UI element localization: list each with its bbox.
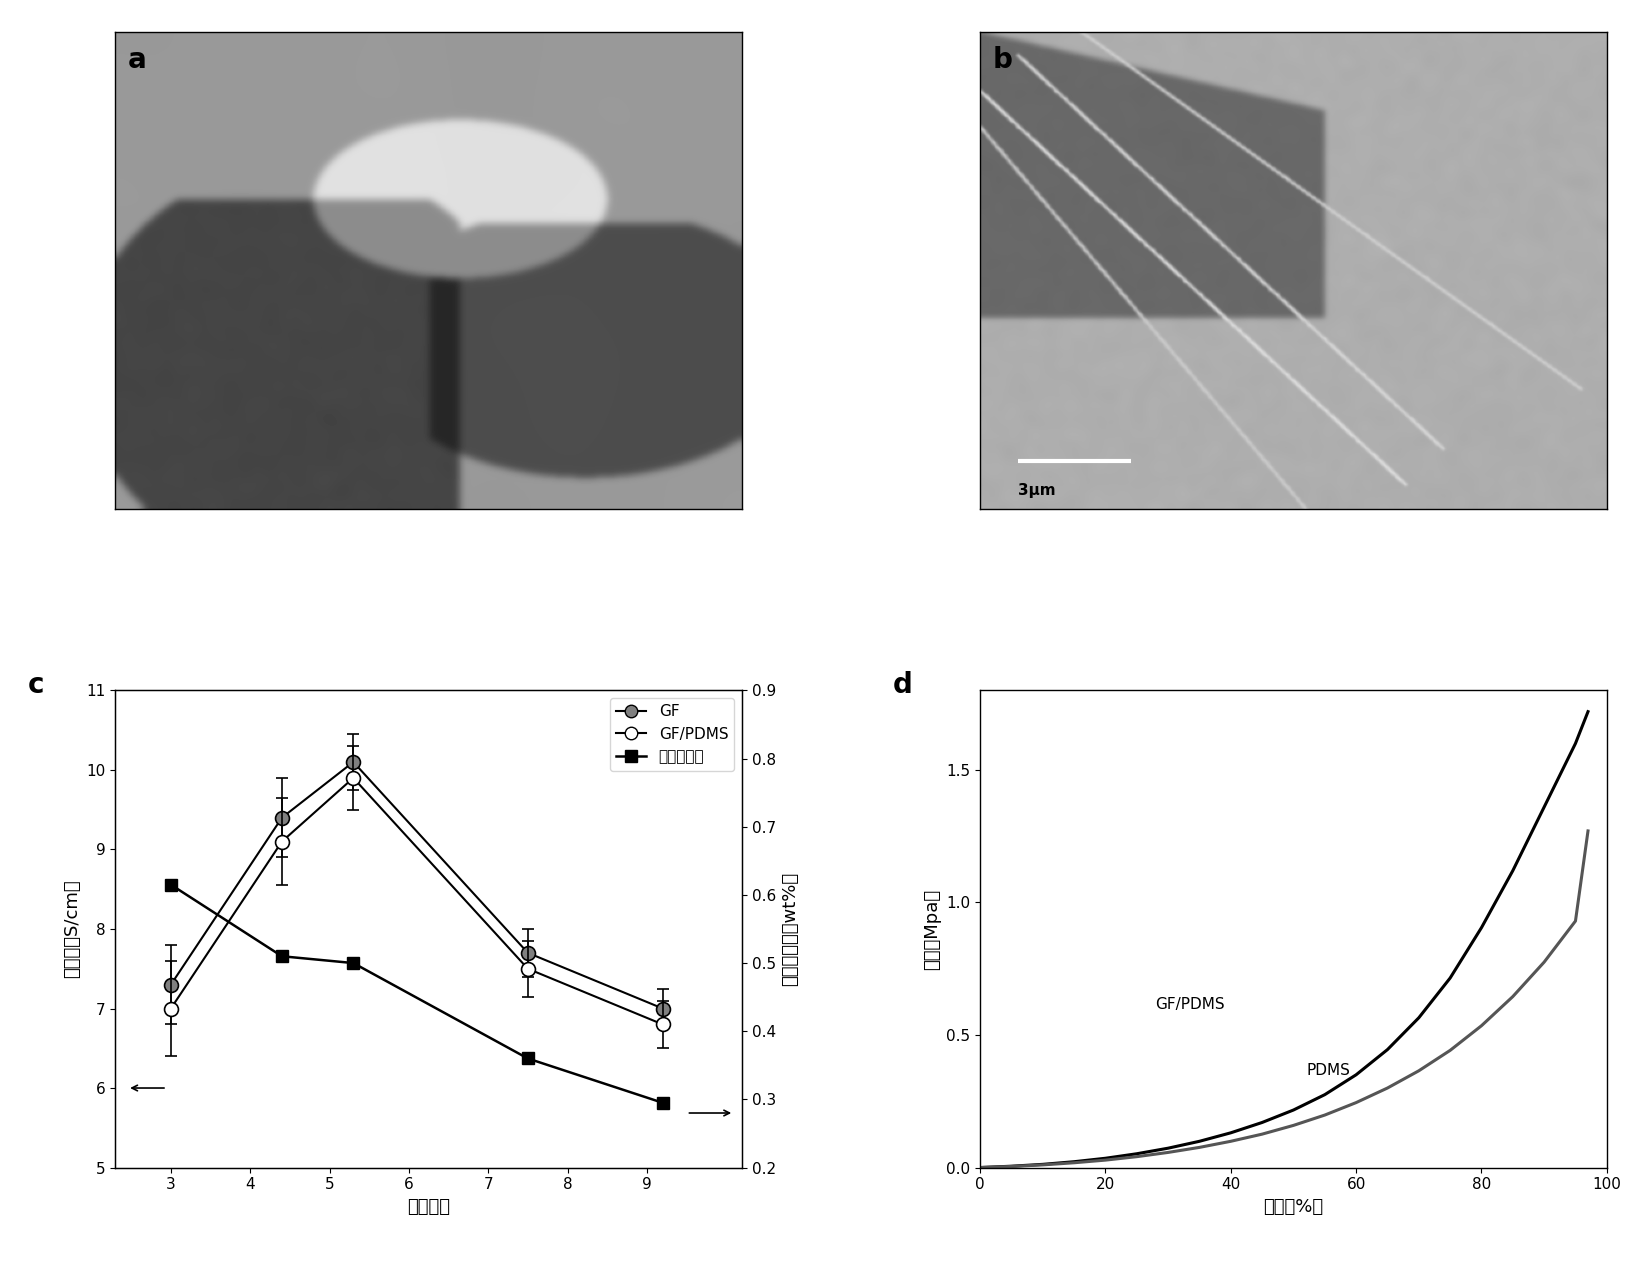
Text: d: d: [893, 671, 913, 699]
Text: a: a: [129, 46, 147, 74]
Text: c: c: [28, 671, 44, 699]
X-axis label: 应变（%）: 应变（%）: [1264, 1198, 1323, 1216]
Text: b: b: [992, 46, 1012, 74]
Y-axis label: 电导率（S/cm）: 电导率（S/cm）: [63, 880, 81, 979]
Text: GF/PDMS: GF/PDMS: [1155, 997, 1224, 1011]
X-axis label: 平均层数: 平均层数: [407, 1198, 450, 1216]
Y-axis label: 应力（Mpa）: 应力（Mpa）: [923, 888, 941, 970]
Legend: GF, GF/PDMS, 石墨烯含量: GF, GF/PDMS, 石墨烯含量: [610, 698, 735, 771]
Y-axis label: 石墨烯含量（wt%）: 石墨烯含量（wt%）: [781, 872, 799, 987]
Text: PDMS: PDMS: [1305, 1062, 1350, 1078]
Text: 3μm: 3μm: [1018, 482, 1055, 498]
